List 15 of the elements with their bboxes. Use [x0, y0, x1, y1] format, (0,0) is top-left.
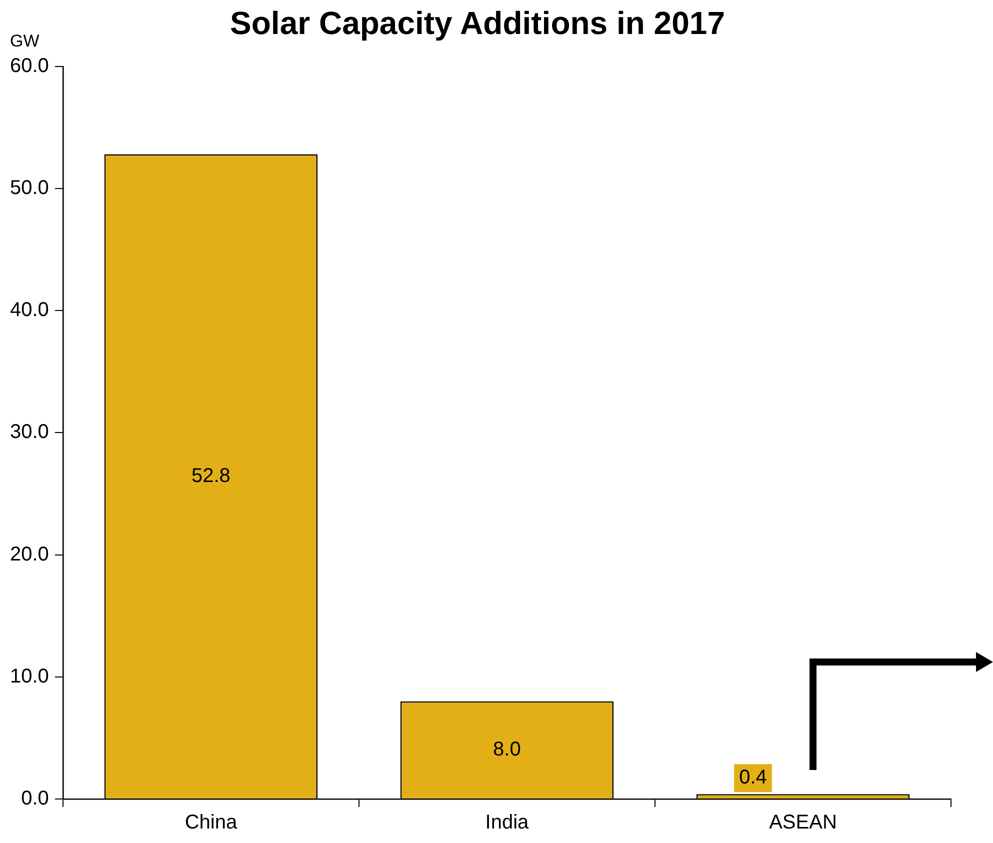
y-tick-label: 60.0: [10, 54, 49, 77]
x-tick-label: India: [485, 812, 530, 834]
y-axis-title: GW: [10, 32, 40, 51]
y-tick-label: 30.0: [10, 421, 49, 444]
y-tick-label: 50.0: [10, 177, 49, 200]
chart-title: Solar Capacity Additions in 2017: [230, 5, 725, 42]
x-tick-label: ASEAN: [769, 812, 837, 834]
y-tick-label: 40.0: [10, 299, 49, 322]
y-tick-label: 20.0: [10, 543, 49, 566]
data-label: 0.4: [739, 766, 767, 789]
x-tick-label: China: [184, 812, 238, 834]
data-label: 52.8: [191, 464, 230, 487]
y-tick-label: 10.0: [10, 665, 49, 688]
data-label: 8.0: [493, 738, 521, 760]
y-tick-label: 0.0: [21, 788, 49, 810]
